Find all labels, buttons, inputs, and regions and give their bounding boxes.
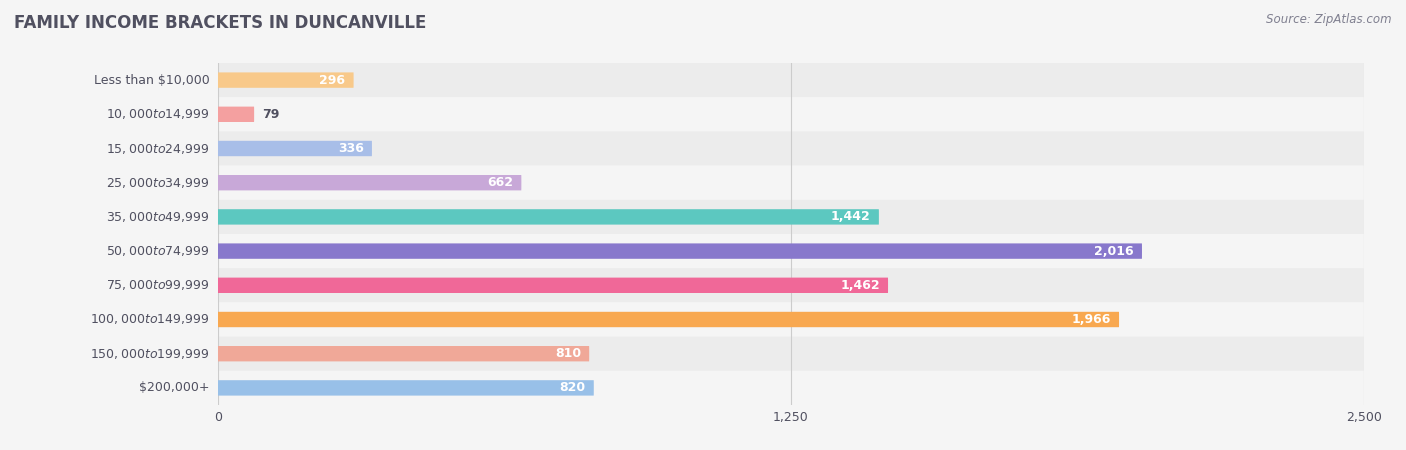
Text: 296: 296: [319, 74, 346, 86]
FancyBboxPatch shape: [218, 302, 1364, 337]
Text: 336: 336: [337, 142, 364, 155]
Text: 810: 810: [555, 347, 581, 360]
Text: Less than $10,000: Less than $10,000: [94, 74, 209, 86]
Text: $25,000 to $34,999: $25,000 to $34,999: [105, 176, 209, 190]
FancyBboxPatch shape: [218, 268, 1364, 302]
FancyBboxPatch shape: [218, 209, 879, 225]
Text: 1,462: 1,462: [841, 279, 880, 292]
FancyBboxPatch shape: [218, 141, 373, 156]
Text: $10,000 to $14,999: $10,000 to $14,999: [105, 107, 209, 122]
Text: 1,442: 1,442: [831, 211, 870, 223]
Text: $35,000 to $49,999: $35,000 to $49,999: [105, 210, 209, 224]
Text: 1,966: 1,966: [1071, 313, 1111, 326]
Text: 2,016: 2,016: [1094, 245, 1133, 257]
Text: 820: 820: [560, 382, 585, 394]
Text: 662: 662: [486, 176, 513, 189]
FancyBboxPatch shape: [218, 278, 889, 293]
FancyBboxPatch shape: [218, 234, 1364, 268]
FancyBboxPatch shape: [218, 97, 1364, 131]
Text: 79: 79: [263, 108, 280, 121]
FancyBboxPatch shape: [218, 337, 1364, 371]
FancyBboxPatch shape: [218, 72, 353, 88]
Text: $50,000 to $74,999: $50,000 to $74,999: [105, 244, 209, 258]
FancyBboxPatch shape: [218, 371, 1364, 405]
Text: $100,000 to $149,999: $100,000 to $149,999: [90, 312, 209, 327]
Text: $150,000 to $199,999: $150,000 to $199,999: [90, 346, 209, 361]
FancyBboxPatch shape: [218, 166, 1364, 200]
Text: $200,000+: $200,000+: [139, 382, 209, 394]
FancyBboxPatch shape: [218, 175, 522, 190]
FancyBboxPatch shape: [218, 243, 1142, 259]
FancyBboxPatch shape: [218, 200, 1364, 234]
FancyBboxPatch shape: [218, 107, 254, 122]
Text: Source: ZipAtlas.com: Source: ZipAtlas.com: [1267, 14, 1392, 27]
FancyBboxPatch shape: [218, 63, 1364, 97]
FancyBboxPatch shape: [218, 312, 1119, 327]
FancyBboxPatch shape: [218, 131, 1364, 166]
Text: $75,000 to $99,999: $75,000 to $99,999: [105, 278, 209, 293]
Text: FAMILY INCOME BRACKETS IN DUNCANVILLE: FAMILY INCOME BRACKETS IN DUNCANVILLE: [14, 14, 426, 32]
FancyBboxPatch shape: [218, 346, 589, 361]
FancyBboxPatch shape: [218, 380, 593, 396]
Text: $15,000 to $24,999: $15,000 to $24,999: [105, 141, 209, 156]
